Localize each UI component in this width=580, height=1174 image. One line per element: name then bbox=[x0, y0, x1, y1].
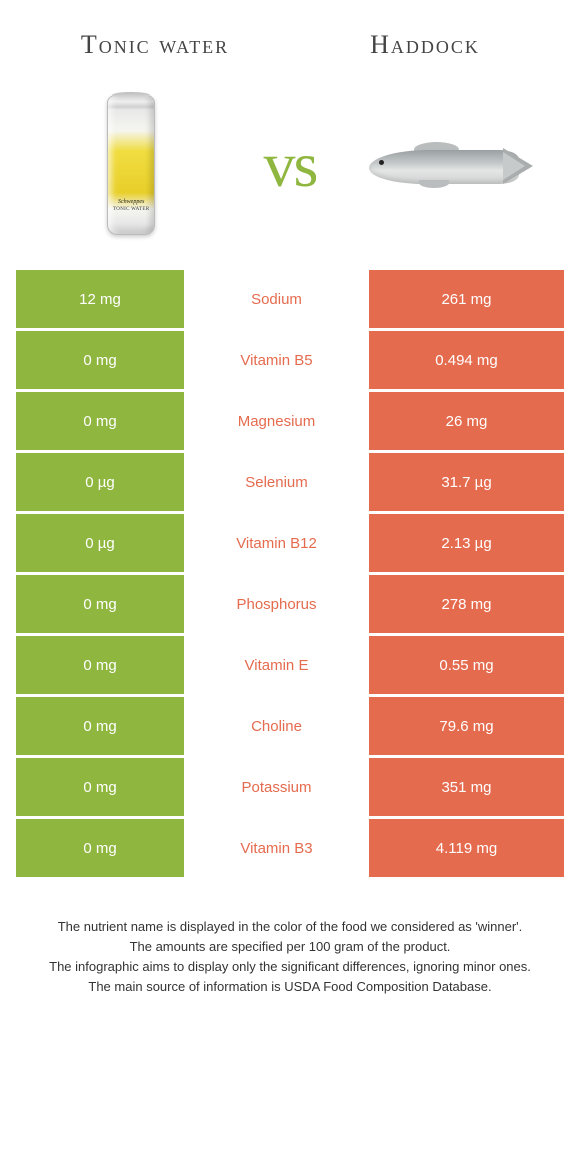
left-value-cell: 0 mg bbox=[16, 819, 184, 877]
left-value-cell: 0 mg bbox=[16, 697, 184, 755]
table-row: 0 mgMagnesium26 mg bbox=[16, 392, 564, 450]
left-value-cell: 0 mg bbox=[16, 392, 184, 450]
can-product-text: TONIC WATER bbox=[113, 207, 149, 212]
table-row: 0 mgCholine79.6 mg bbox=[16, 697, 564, 755]
right-image-haddock bbox=[359, 85, 539, 245]
table-row: 0 µgVitamin B122.13 µg bbox=[16, 514, 564, 572]
left-title: Tonic water bbox=[20, 30, 290, 60]
right-value-cell: 0.55 mg bbox=[369, 636, 564, 694]
table-row: 12 mgSodium261 mg bbox=[16, 270, 564, 328]
titles-row: Tonic water Haddock bbox=[0, 0, 580, 70]
left-value-cell: 0 µg bbox=[16, 453, 184, 511]
nutrient-comparison-table: 12 mgSodium261 mg0 mgVitamin B50.494 mg0… bbox=[16, 270, 564, 877]
left-image-tonic-can: Schweppes TONIC WATER bbox=[41, 85, 221, 245]
footer-line: The nutrient name is displayed in the co… bbox=[24, 917, 556, 937]
right-value-cell: 26 mg bbox=[369, 392, 564, 450]
right-value-cell: 278 mg bbox=[369, 575, 564, 633]
right-value-cell: 351 mg bbox=[369, 758, 564, 816]
left-value-cell: 12 mg bbox=[16, 270, 184, 328]
table-row: 0 mgVitamin B50.494 mg bbox=[16, 331, 564, 389]
nutrient-name-cell: Vitamin B5 bbox=[184, 331, 369, 389]
nutrient-name-cell: Choline bbox=[184, 697, 369, 755]
right-value-cell: 2.13 µg bbox=[369, 514, 564, 572]
left-value-cell: 0 µg bbox=[16, 514, 184, 572]
images-row: Schweppes TONIC WATER vs bbox=[0, 70, 580, 270]
left-value-cell: 0 mg bbox=[16, 331, 184, 389]
nutrient-name-cell: Potassium bbox=[184, 758, 369, 816]
nutrient-name-cell: Vitamin E bbox=[184, 636, 369, 694]
right-value-cell: 4.119 mg bbox=[369, 819, 564, 877]
right-value-cell: 31.7 µg bbox=[369, 453, 564, 511]
left-value-cell: 0 mg bbox=[16, 636, 184, 694]
nutrient-name-cell: Sodium bbox=[184, 270, 369, 328]
table-row: 0 µgSelenium31.7 µg bbox=[16, 453, 564, 511]
left-value-cell: 0 mg bbox=[16, 575, 184, 633]
right-value-cell: 79.6 mg bbox=[369, 697, 564, 755]
left-value-cell: 0 mg bbox=[16, 758, 184, 816]
can-brand-text: Schweppes bbox=[118, 199, 144, 205]
nutrient-name-cell: Selenium bbox=[184, 453, 369, 511]
table-row: 0 mgVitamin E0.55 mg bbox=[16, 636, 564, 694]
table-row: 0 mgPhosphorus278 mg bbox=[16, 575, 564, 633]
footer-notes: The nutrient name is displayed in the co… bbox=[24, 917, 556, 998]
nutrient-name-cell: Phosphorus bbox=[184, 575, 369, 633]
nutrient-name-cell: Vitamin B3 bbox=[184, 819, 369, 877]
right-value-cell: 0.494 mg bbox=[369, 331, 564, 389]
footer-line: The main source of information is USDA F… bbox=[24, 977, 556, 997]
footer-line: The infographic aims to display only the… bbox=[24, 957, 556, 977]
right-title: Haddock bbox=[290, 30, 560, 60]
haddock-illustration bbox=[359, 130, 539, 200]
table-row: 0 mgVitamin B34.119 mg bbox=[16, 819, 564, 877]
tonic-can-illustration: Schweppes TONIC WATER bbox=[107, 95, 155, 235]
table-row: 0 mgPotassium351 mg bbox=[16, 758, 564, 816]
nutrient-name-cell: Vitamin B12 bbox=[184, 514, 369, 572]
right-value-cell: 261 mg bbox=[369, 270, 564, 328]
footer-line: The amounts are specified per 100 gram o… bbox=[24, 937, 556, 957]
nutrient-name-cell: Magnesium bbox=[184, 392, 369, 450]
vs-label: vs bbox=[264, 128, 317, 202]
